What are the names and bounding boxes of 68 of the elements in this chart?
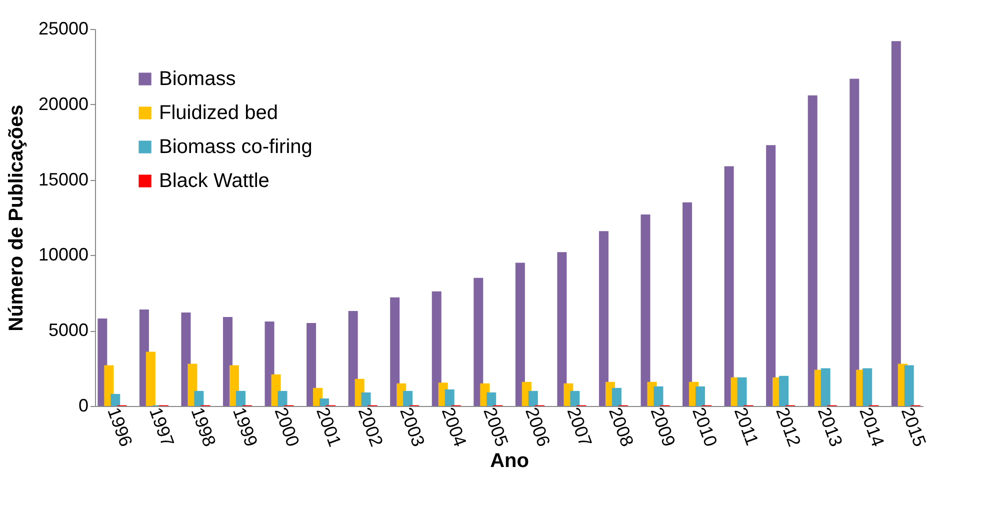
- bar: [904, 365, 914, 406]
- bar: [891, 41, 901, 406]
- x-tick-label: 2015: [897, 404, 930, 450]
- x-tick-label: 2005: [480, 404, 512, 450]
- bar: [570, 390, 580, 406]
- bar: [390, 297, 400, 406]
- bar: [612, 388, 622, 406]
- y-tick-label: 15000: [38, 169, 88, 190]
- x-axis-title: Ano: [490, 450, 529, 472]
- y-tick-label: 25000: [38, 18, 88, 38]
- bar: [766, 145, 776, 406]
- bar: [682, 202, 692, 406]
- bar: [474, 278, 484, 406]
- bar: [104, 365, 114, 406]
- y-tick-label: 20000: [38, 94, 88, 114]
- legend-label: Black Wattle: [159, 170, 270, 192]
- x-tick-label: 2014: [856, 404, 888, 450]
- bar: [724, 166, 734, 406]
- bar: [850, 78, 860, 406]
- bar: [278, 390, 288, 406]
- bar: [486, 392, 496, 406]
- x-tick-label: 2003: [396, 404, 429, 450]
- bar: [194, 390, 204, 406]
- x-tick-label: 1997: [145, 404, 178, 450]
- bar: [640, 214, 650, 406]
- legend-label: Fluidized bed: [159, 102, 278, 124]
- bar: [808, 95, 818, 406]
- bar: [654, 386, 664, 406]
- x-tick-label: 2010: [688, 404, 722, 450]
- bar: [361, 392, 371, 406]
- x-tick-label: 2009: [646, 404, 680, 450]
- bar: [557, 252, 567, 406]
- bar: [432, 291, 442, 406]
- bar: [695, 386, 705, 406]
- bar: [779, 376, 789, 406]
- x-tick-label: 2011: [730, 404, 762, 448]
- bar: [528, 390, 538, 406]
- y-tick-label: 5000: [48, 320, 88, 340]
- x-tick-label: 1998: [187, 404, 220, 450]
- x-tick-label: 2002: [354, 404, 387, 450]
- bar: [598, 231, 608, 406]
- x-tick-label: 2004: [438, 404, 470, 450]
- bar: [515, 262, 525, 406]
- x-tick-label: 1999: [229, 404, 262, 450]
- x-tick-label: 1996: [104, 404, 136, 450]
- legend-label: Biomass co-firing: [159, 136, 312, 158]
- x-tick-label: 2012: [772, 404, 805, 450]
- bar: [146, 352, 156, 406]
- y-tick-label: 10000: [38, 244, 88, 265]
- bar: [110, 394, 120, 406]
- bar: [737, 377, 747, 406]
- x-tick-label: 2006: [521, 404, 554, 450]
- legend-label: Biomass: [159, 68, 236, 90]
- y-axis-title: Número de Publicações: [5, 104, 28, 332]
- x-tick-label: 2013: [814, 404, 846, 450]
- bar: [236, 390, 246, 406]
- x-tick-label: 2001: [312, 404, 346, 450]
- bar: [403, 390, 413, 406]
- y-tick-label: 0: [78, 396, 88, 416]
- x-tick-label: 2007: [563, 404, 596, 450]
- x-tick-label: 2000: [270, 404, 304, 450]
- x-tick-label: 2008: [604, 404, 638, 450]
- bar: [306, 323, 316, 406]
- bar: [348, 310, 358, 406]
- bar: [444, 389, 454, 406]
- bar: [862, 368, 872, 406]
- bar: [820, 368, 830, 406]
- bar: [319, 398, 329, 406]
